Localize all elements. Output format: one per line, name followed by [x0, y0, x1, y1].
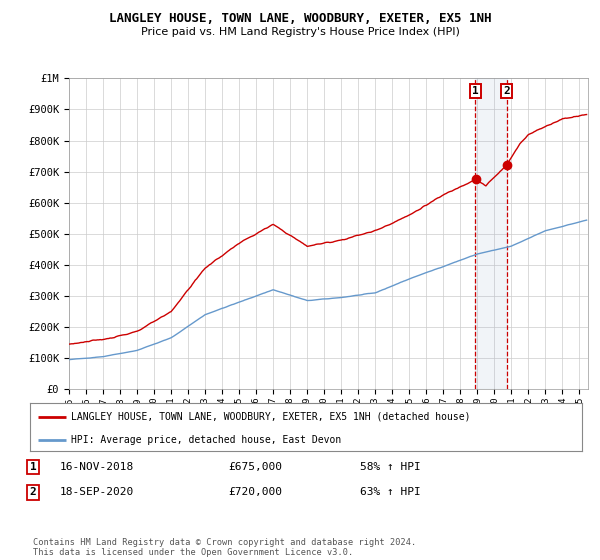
Text: £720,000: £720,000	[228, 487, 282, 497]
Text: 58% ↑ HPI: 58% ↑ HPI	[360, 462, 421, 472]
Text: £675,000: £675,000	[228, 462, 282, 472]
Text: 1: 1	[472, 86, 479, 96]
Text: 1: 1	[29, 462, 37, 472]
Text: LANGLEY HOUSE, TOWN LANE, WOODBURY, EXETER, EX5 1NH (detached house): LANGLEY HOUSE, TOWN LANE, WOODBURY, EXET…	[71, 412, 471, 422]
Text: LANGLEY HOUSE, TOWN LANE, WOODBURY, EXETER, EX5 1NH: LANGLEY HOUSE, TOWN LANE, WOODBURY, EXET…	[109, 12, 491, 25]
Text: 18-SEP-2020: 18-SEP-2020	[60, 487, 134, 497]
Text: 16-NOV-2018: 16-NOV-2018	[60, 462, 134, 472]
Text: 2: 2	[503, 86, 510, 96]
Text: HPI: Average price, detached house, East Devon: HPI: Average price, detached house, East…	[71, 435, 341, 445]
Bar	[475, 78, 506, 389]
Text: 2: 2	[29, 487, 37, 497]
Text: Price paid vs. HM Land Registry's House Price Index (HPI): Price paid vs. HM Land Registry's House …	[140, 27, 460, 37]
Text: 63% ↑ HPI: 63% ↑ HPI	[360, 487, 421, 497]
Text: Contains HM Land Registry data © Crown copyright and database right 2024.
This d: Contains HM Land Registry data © Crown c…	[33, 538, 416, 557]
